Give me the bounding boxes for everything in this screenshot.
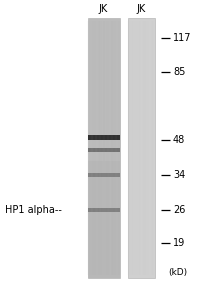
Bar xyxy=(88,208,120,212)
Text: JK: JK xyxy=(98,4,108,14)
Text: (kD): (kD) xyxy=(168,268,187,277)
Text: 19: 19 xyxy=(173,238,185,248)
Text: JK: JK xyxy=(136,4,146,14)
Text: 26: 26 xyxy=(173,205,185,215)
Bar xyxy=(128,18,155,278)
Bar xyxy=(88,148,120,152)
Bar xyxy=(88,18,120,278)
Text: 117: 117 xyxy=(173,33,191,43)
Bar xyxy=(88,161,120,278)
Bar xyxy=(88,136,120,140)
Text: 48: 48 xyxy=(173,135,185,145)
Text: 85: 85 xyxy=(173,67,185,77)
Text: 34: 34 xyxy=(173,170,185,180)
Bar xyxy=(88,173,120,177)
Text: HP1 alpha--: HP1 alpha-- xyxy=(5,205,62,215)
